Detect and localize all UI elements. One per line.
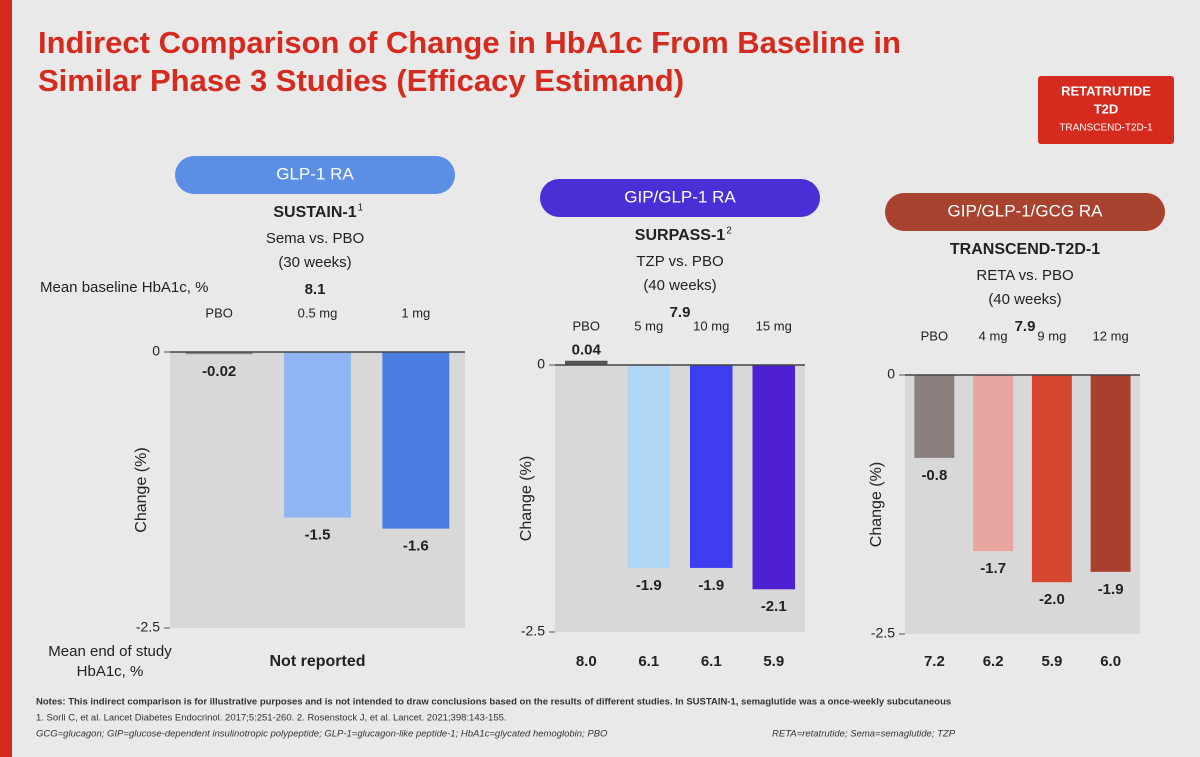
end-of-study-value: Not reported	[270, 653, 366, 670]
value-label: -2.1	[761, 598, 787, 615]
slide-accent	[0, 0, 12, 757]
comparison: Sema vs. PBO	[266, 230, 364, 247]
category-label: 15 mg	[756, 318, 792, 333]
bar	[914, 375, 955, 458]
value-label: -1.9	[698, 577, 724, 594]
end-of-study-value: 8.0	[576, 653, 597, 670]
end-of-study-value: 6.1	[638, 653, 659, 670]
y-axis-label: Change (%)	[133, 447, 150, 532]
y-tick-label: -2.5	[871, 625, 895, 641]
baseline-value: 7.9	[1015, 318, 1036, 335]
end-of-study-value: 5.9	[763, 653, 784, 670]
header-pill	[175, 156, 455, 194]
bar	[973, 375, 1014, 552]
bar	[1031, 375, 1072, 583]
y-tick-label: -2.5	[136, 619, 160, 635]
y-axis-label: Change (%)	[518, 456, 535, 541]
baseline-value: 8.1	[305, 281, 326, 298]
bar	[185, 352, 253, 355]
bar	[284, 352, 351, 518]
value-label: -0.8	[921, 467, 947, 484]
row-label: HbA1c, %	[77, 663, 144, 680]
bar	[627, 365, 670, 568]
category-label: 10 mg	[693, 318, 729, 333]
header: GIP/GLP-1/GCG RA	[948, 201, 1104, 220]
study-name: SURPASS-1	[635, 227, 725, 244]
category-label: 12 mg	[1093, 328, 1129, 343]
end-of-study-value: 7.2	[924, 653, 945, 670]
duration: (40 weeks)	[643, 277, 716, 294]
duration: (40 weeks)	[988, 291, 1061, 308]
comparison: TZP vs. PBO	[636, 253, 723, 270]
category-label: PBO	[921, 328, 948, 343]
value-label: -1.7	[980, 560, 1006, 577]
bar	[565, 360, 608, 365]
value-label: -1.6	[403, 538, 429, 555]
bar	[752, 365, 795, 590]
title-line: Indirect Comparison of Change in HbA1c F…	[38, 25, 901, 60]
end-of-study-value: 6.1	[701, 653, 722, 670]
value-label: -1.9	[1098, 581, 1124, 598]
header-pill	[540, 179, 820, 217]
note: 1. Sorli C, et al. Lancet Diabetes Endoc…	[36, 713, 507, 724]
category-label: PBO	[205, 305, 232, 320]
y-tick-label: 0	[152, 343, 160, 359]
badge-text: RETATRUTIDE	[1061, 83, 1151, 98]
badge-text: T2D	[1094, 101, 1119, 116]
header: GLP-1 RA	[276, 164, 354, 183]
superscript: 2	[726, 226, 732, 237]
value-label: -2.0	[1039, 591, 1065, 608]
badge-box	[1038, 76, 1174, 144]
note: GCG=glucagon; GIP=glucose-dependent insu…	[36, 729, 608, 740]
header: GIP/GLP-1 RA	[624, 187, 736, 206]
y-tick-label: 0	[537, 356, 545, 372]
category-label: 5 mg	[634, 318, 663, 333]
category-label: 9 mg	[1037, 328, 1066, 343]
category-label: PBO	[573, 318, 600, 333]
y-tick-label: -2.5	[521, 623, 545, 639]
category-label: 0.5 mg	[298, 305, 338, 320]
header-pill	[885, 193, 1165, 231]
end-of-study-value: 6.2	[983, 653, 1004, 670]
duration: (30 weeks)	[278, 254, 351, 271]
superscript: 1	[358, 203, 364, 214]
category-label: 4 mg	[979, 328, 1008, 343]
badge: RETATRUTIDE T2D TRANSCEND-T2D-1	[1038, 76, 1174, 144]
badge-text: TRANSCEND-T2D-1	[1059, 123, 1153, 134]
value-label: -1.9	[636, 577, 662, 594]
row-label: Mean baseline HbA1c, %	[40, 279, 208, 296]
bar	[690, 365, 733, 568]
value-label: 0.04	[572, 342, 602, 359]
y-tick-label: 0	[887, 366, 895, 382]
end-of-study-value: 6.0	[1100, 653, 1121, 670]
category-label: 1 mg	[401, 305, 430, 320]
baseline-value: 7.9	[670, 304, 691, 321]
study-name: TRANSCEND-T2D-1	[950, 241, 1100, 258]
comparison: RETA vs. PBO	[976, 267, 1073, 284]
study-name: SUSTAIN-1	[273, 204, 356, 221]
value-label: -1.5	[305, 527, 331, 544]
note: RETA=retatrutide; Sema=semaglutide; TZP	[772, 729, 956, 740]
y-axis-label: Change (%)	[868, 462, 885, 547]
row-label: Mean end of study	[48, 643, 172, 660]
bar	[1090, 375, 1131, 572]
title-line: Similar Phase 3 Studies (Efficacy Estima…	[38, 63, 684, 98]
end-of-study-value: 5.9	[1041, 653, 1062, 670]
bar	[382, 352, 450, 529]
note: Notes: This indirect comparison is for i…	[36, 697, 951, 708]
value-label: -0.02	[202, 363, 236, 380]
